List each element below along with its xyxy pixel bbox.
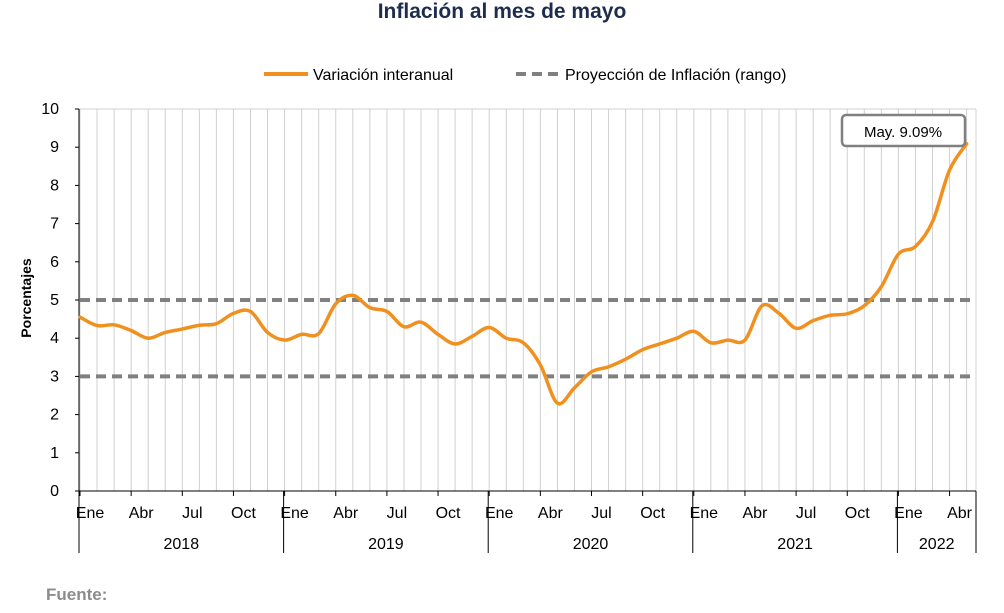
legend: Variación interanual Proyección de Inflac… — [264, 67, 786, 84]
y-tick-label: 9 — [50, 139, 59, 156]
year-label: 2019 — [368, 536, 404, 553]
legend-label-variacion: Variación interanual — [313, 67, 453, 84]
x-tick-label: Ene — [690, 505, 719, 522]
x-tick-label: Oct — [845, 505, 870, 522]
x-tick-label: Abr — [538, 505, 564, 522]
x-tick-label: Jul — [796, 505, 816, 522]
x-tick-label: Jul — [591, 505, 611, 522]
x-tick-label: Abr — [333, 505, 359, 522]
x-tick-label: Oct — [436, 505, 461, 522]
y-tick-label: 1 — [50, 445, 59, 462]
axis-layer: 0 1 2 3 4 5 6 7 8 9 10 Ene Abr Jul Oct Ene Abr Jul Oct Ene A… — [41, 101, 977, 553]
callout-box — [840, 113, 967, 148]
y-axis-label: Porcentajes — [18, 258, 34, 338]
x-tick-label: Abr — [129, 505, 155, 522]
series-layer — [78, 142, 969, 406]
x-tick-label: Ene — [280, 505, 309, 522]
projection-layer — [80, 298, 972, 379]
callout: May. 9.09% — [840, 113, 967, 148]
x-tick-label: Ene — [894, 505, 923, 522]
y-tick-label: 7 — [50, 216, 59, 233]
year-label: 2021 — [777, 536, 813, 553]
x-tick-label: Oct — [640, 505, 665, 522]
y-tick-label: 5 — [50, 292, 59, 309]
x-tick-label: Ene — [485, 505, 514, 522]
x-tick-label: Abr — [742, 505, 768, 522]
x-tick-label: Oct — [231, 505, 256, 522]
y-tick-label: 6 — [50, 254, 59, 271]
y-tick-label: 3 — [50, 368, 59, 385]
year-label: 2022 — [919, 536, 955, 553]
x-tick-label: Jul — [182, 505, 202, 522]
x-tick-label: Abr — [947, 505, 973, 522]
chart-title: Inflación al mes de mayo — [377, 0, 627, 23]
y-tick-label: 4 — [50, 330, 59, 347]
year-label: 2020 — [573, 536, 609, 553]
y-tick-label: 2 — [50, 407, 59, 424]
year-label: 2018 — [164, 536, 200, 553]
source-label: Fuente: — [46, 585, 108, 604]
callout-text: May. 9.09% — [864, 124, 942, 141]
y-tick-label: 8 — [50, 177, 59, 194]
legend-label-proyeccion: Proyección de Inflación (rango) — [565, 67, 786, 84]
x-tick-label: Jul — [387, 505, 407, 522]
y-tick-label: 0 — [50, 483, 59, 500]
y-tick-label: 10 — [41, 101, 59, 118]
series-line-variacion-interanual — [78, 142, 969, 406]
x-tick-label: Ene — [76, 505, 105, 522]
